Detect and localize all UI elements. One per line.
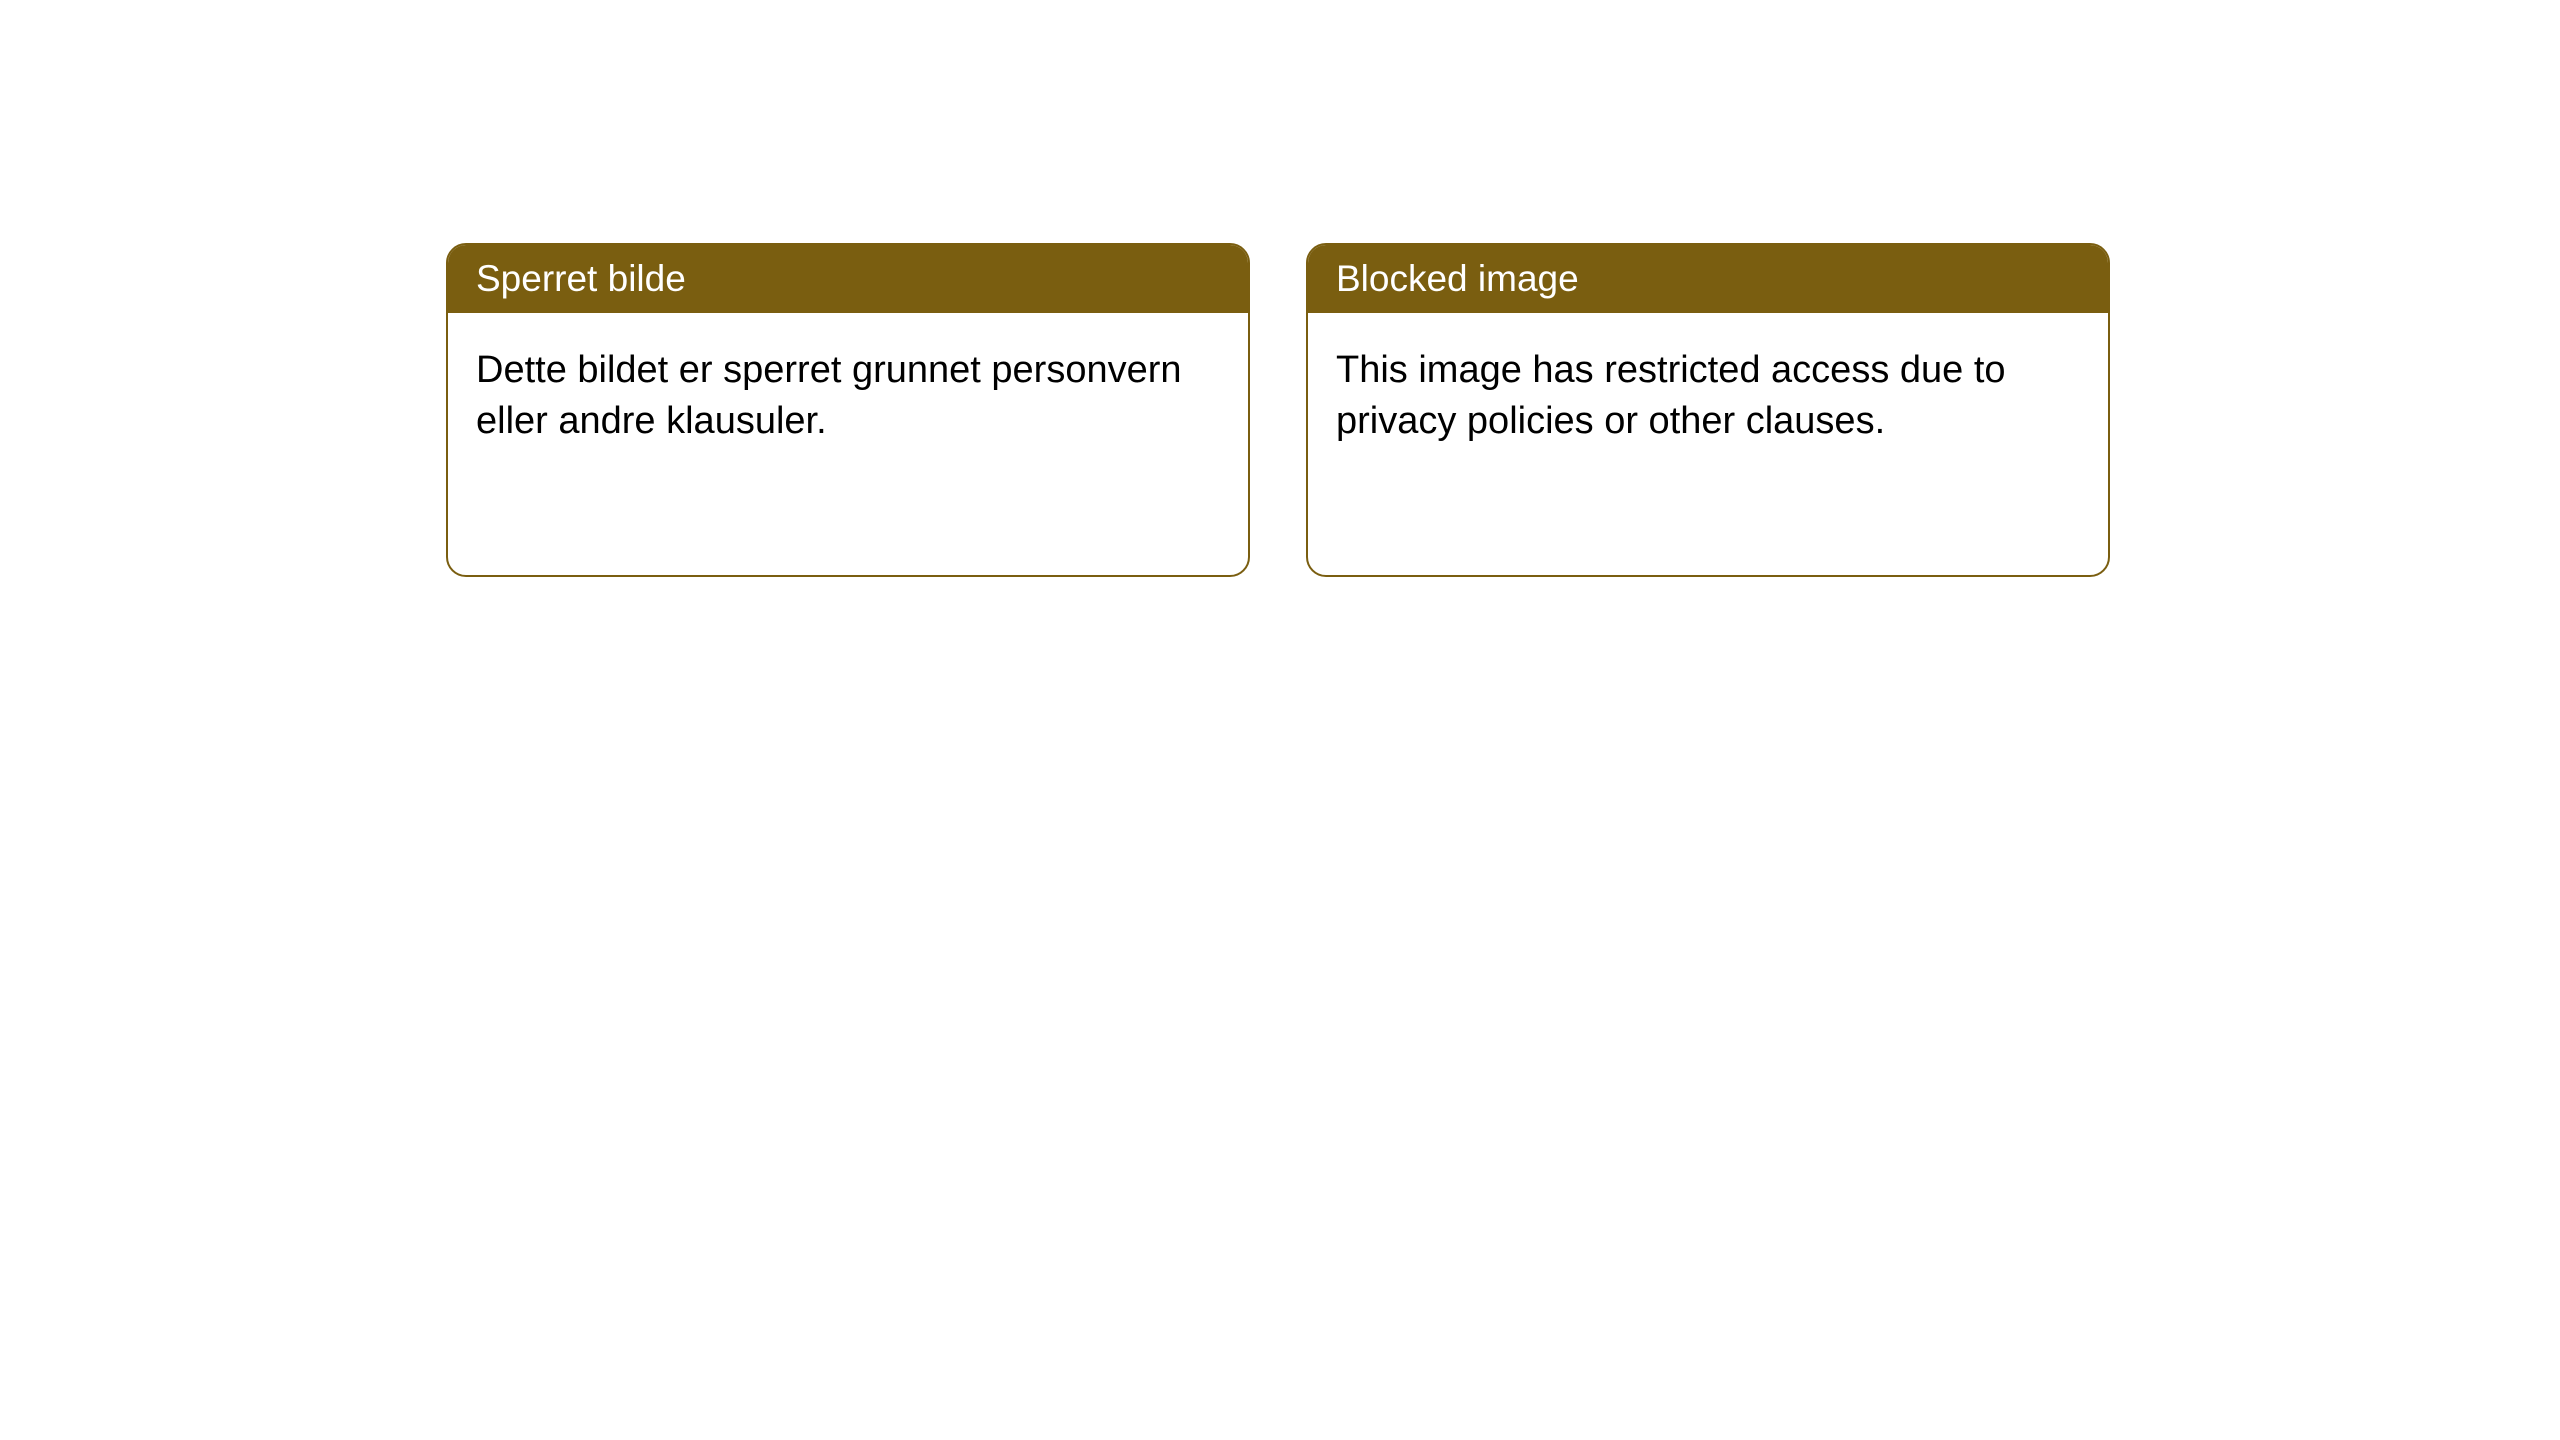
notice-container: Sperret bilde Dette bildet er sperret gr… xyxy=(0,0,2560,577)
notice-card-english: Blocked image This image has restricted … xyxy=(1306,243,2110,577)
notice-card-norwegian: Sperret bilde Dette bildet er sperret gr… xyxy=(446,243,1250,577)
notice-card-title: Blocked image xyxy=(1308,245,2108,313)
notice-card-body: Dette bildet er sperret grunnet personve… xyxy=(448,313,1248,480)
notice-card-title: Sperret bilde xyxy=(448,245,1248,313)
notice-card-body: This image has restricted access due to … xyxy=(1308,313,2108,480)
